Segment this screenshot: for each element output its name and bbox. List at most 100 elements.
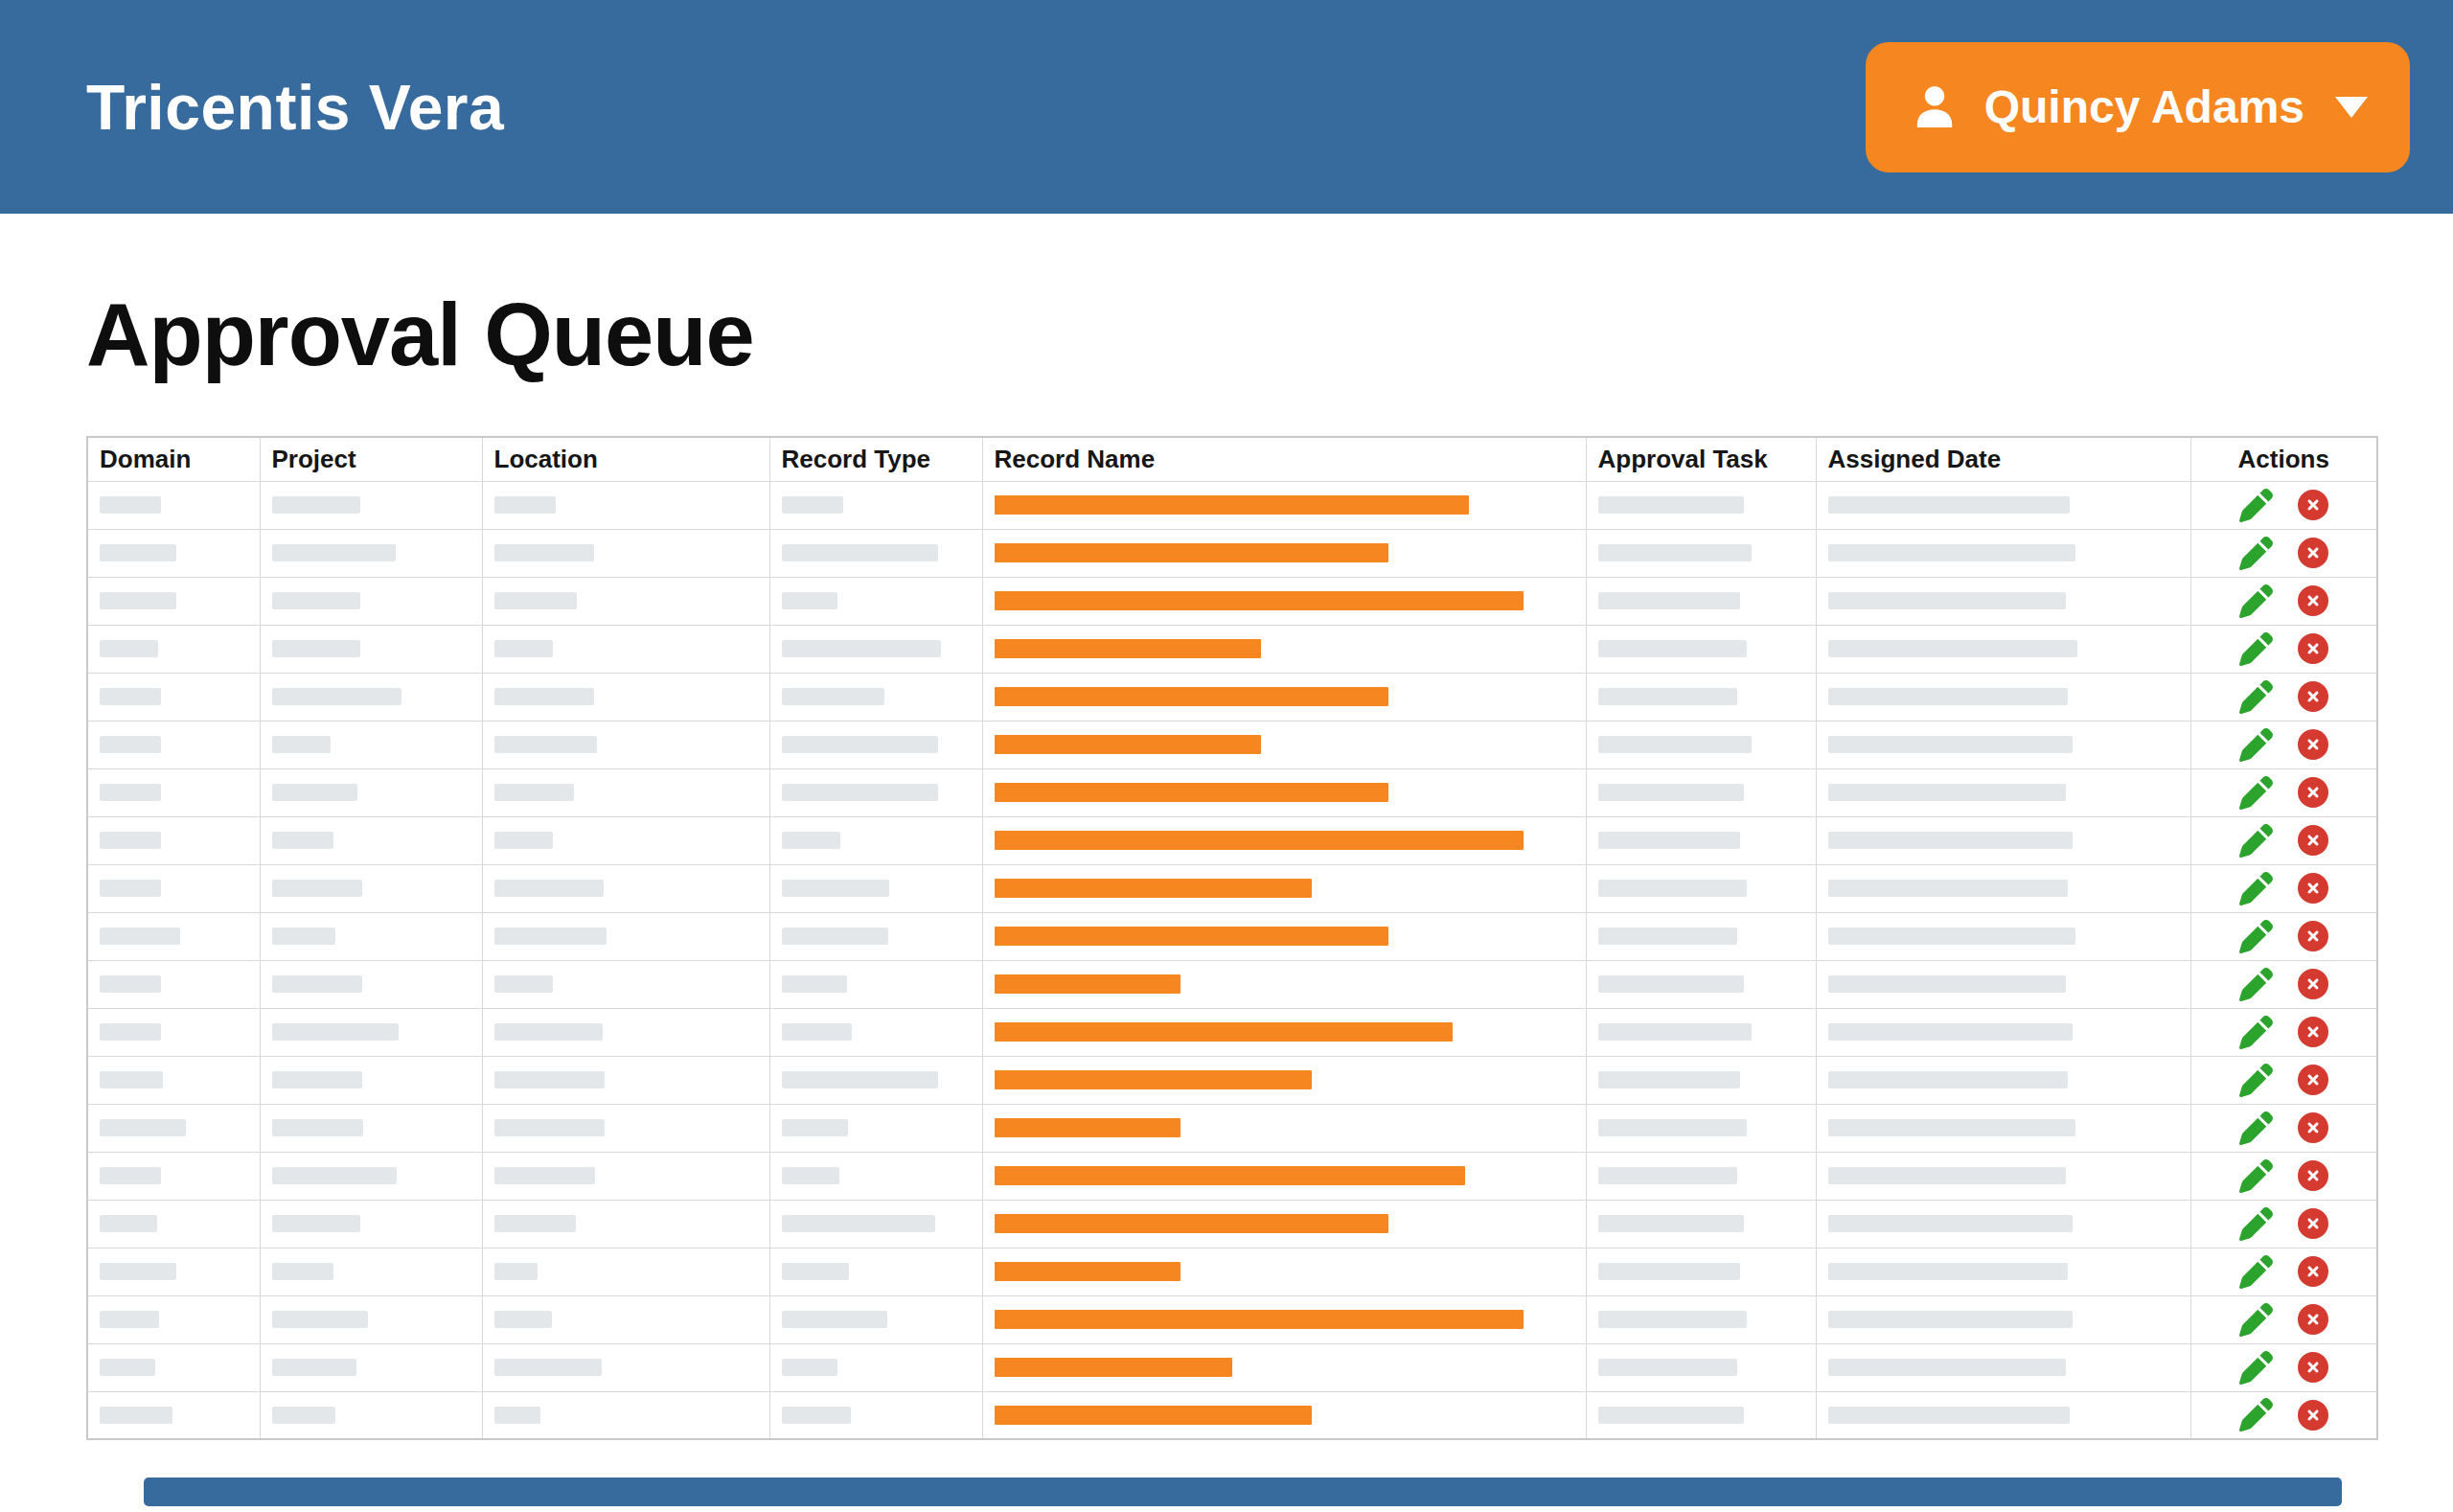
reject-button[interactable]	[2298, 1112, 2328, 1143]
record-name-placeholder	[995, 1070, 1312, 1089]
edit-button[interactable]	[2239, 1255, 2273, 1289]
assigned-date-placeholder	[1828, 880, 2068, 897]
domain-placeholder	[100, 736, 161, 753]
edit-button[interactable]	[2239, 1351, 2273, 1385]
edit-button[interactable]	[2239, 1207, 2273, 1241]
domain-placeholder	[100, 832, 161, 849]
record-type-placeholder	[782, 1263, 849, 1280]
reject-button[interactable]	[2298, 681, 2328, 712]
reject-button[interactable]	[2298, 633, 2328, 664]
approval-task-placeholder	[1598, 1167, 1737, 1184]
edit-button[interactable]	[2239, 872, 2273, 905]
record-name-placeholder	[995, 783, 1388, 802]
location-placeholder	[494, 736, 597, 753]
reject-button[interactable]	[2298, 1400, 2328, 1431]
edit-button[interactable]	[2239, 824, 2273, 858]
domain-placeholder	[100, 688, 161, 705]
main-content: Approval Queue Domain Project Location R…	[0, 290, 2453, 1440]
project-placeholder	[272, 640, 360, 657]
record-name-placeholder	[995, 543, 1388, 562]
record-name-placeholder	[995, 879, 1312, 898]
edit-button[interactable]	[2239, 584, 2273, 618]
edit-button[interactable]	[2239, 632, 2273, 666]
reject-button[interactable]	[2298, 825, 2328, 856]
record-type-placeholder	[782, 736, 938, 753]
reject-button[interactable]	[2298, 969, 2328, 999]
circle-x-icon	[2298, 1352, 2328, 1383]
user-icon	[1908, 80, 1961, 134]
table-row	[87, 481, 2377, 529]
reject-button[interactable]	[2298, 777, 2328, 808]
reject-button[interactable]	[2298, 538, 2328, 568]
edit-button[interactable]	[2239, 920, 2273, 953]
edit-button[interactable]	[2239, 1398, 2273, 1432]
pen-icon	[2239, 968, 2273, 1001]
reject-button[interactable]	[2298, 585, 2328, 616]
approval-task-placeholder	[1598, 975, 1744, 993]
reject-button[interactable]	[2298, 1304, 2328, 1335]
domain-placeholder	[100, 1407, 172, 1424]
assigned-date-placeholder	[1828, 496, 2070, 514]
project-placeholder	[272, 736, 331, 753]
circle-x-icon	[2298, 490, 2328, 520]
location-placeholder	[494, 1023, 603, 1041]
edit-button[interactable]	[2239, 1064, 2273, 1097]
edit-button[interactable]	[2239, 776, 2273, 810]
reject-button[interactable]	[2298, 1160, 2328, 1191]
reject-button[interactable]	[2298, 1208, 2328, 1239]
column-header-approval-task: Approval Task	[1586, 437, 1816, 481]
edit-button[interactable]	[2239, 1159, 2273, 1193]
approval-queue-table: Domain Project Location Record Type Reco…	[86, 436, 2378, 1440]
record-type-placeholder	[782, 975, 847, 993]
assigned-date-placeholder	[1828, 688, 2068, 705]
assigned-date-placeholder	[1828, 1071, 2068, 1088]
table-row	[87, 673, 2377, 721]
edit-button[interactable]	[2239, 1303, 2273, 1337]
edit-button[interactable]	[2239, 489, 2273, 522]
circle-x-icon	[2298, 681, 2328, 712]
table-row	[87, 1008, 2377, 1056]
domain-placeholder	[100, 544, 176, 561]
location-placeholder	[494, 975, 553, 993]
location-placeholder	[494, 496, 556, 514]
table-row	[87, 1248, 2377, 1295]
assigned-date-placeholder	[1828, 1023, 2073, 1041]
reject-button[interactable]	[2298, 921, 2328, 951]
domain-placeholder	[100, 1311, 159, 1328]
record-name-placeholder	[995, 1406, 1312, 1425]
pen-icon	[2239, 537, 2273, 570]
record-type-placeholder	[782, 1311, 887, 1328]
edit-button[interactable]	[2239, 1016, 2273, 1049]
edit-button[interactable]	[2239, 537, 2273, 570]
pen-icon	[2239, 1351, 2273, 1385]
record-type-placeholder	[782, 496, 843, 514]
edit-button[interactable]	[2239, 1111, 2273, 1145]
column-header-domain: Domain	[87, 437, 260, 481]
domain-placeholder	[100, 1071, 163, 1088]
approval-task-placeholder	[1598, 1119, 1747, 1136]
record-type-placeholder	[782, 928, 888, 945]
edit-button[interactable]	[2239, 968, 2273, 1001]
location-placeholder	[494, 1167, 595, 1184]
location-placeholder	[494, 1215, 576, 1232]
user-menu-button[interactable]: Quincy Adams	[1866, 42, 2410, 172]
assigned-date-placeholder	[1828, 1263, 2068, 1280]
pen-icon	[2239, 824, 2273, 858]
reject-button[interactable]	[2298, 1065, 2328, 1095]
reject-button[interactable]	[2298, 1352, 2328, 1383]
circle-x-icon	[2298, 777, 2328, 808]
record-type-placeholder	[782, 1359, 837, 1376]
table-row	[87, 960, 2377, 1008]
reject-button[interactable]	[2298, 729, 2328, 760]
reject-button[interactable]	[2298, 1256, 2328, 1287]
edit-button[interactable]	[2239, 728, 2273, 762]
reject-button[interactable]	[2298, 1017, 2328, 1047]
assigned-date-placeholder	[1828, 784, 2066, 801]
circle-x-icon	[2298, 921, 2328, 951]
reject-button[interactable]	[2298, 490, 2328, 520]
edit-button[interactable]	[2239, 680, 2273, 714]
reject-button[interactable]	[2298, 873, 2328, 904]
assigned-date-placeholder	[1828, 832, 2073, 849]
domain-placeholder	[100, 1119, 186, 1136]
location-placeholder	[494, 688, 594, 705]
